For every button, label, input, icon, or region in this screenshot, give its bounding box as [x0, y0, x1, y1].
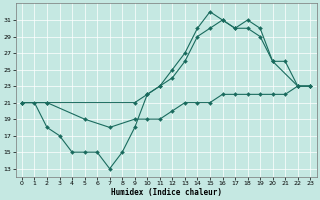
X-axis label: Humidex (Indice chaleur): Humidex (Indice chaleur) [111, 188, 221, 197]
